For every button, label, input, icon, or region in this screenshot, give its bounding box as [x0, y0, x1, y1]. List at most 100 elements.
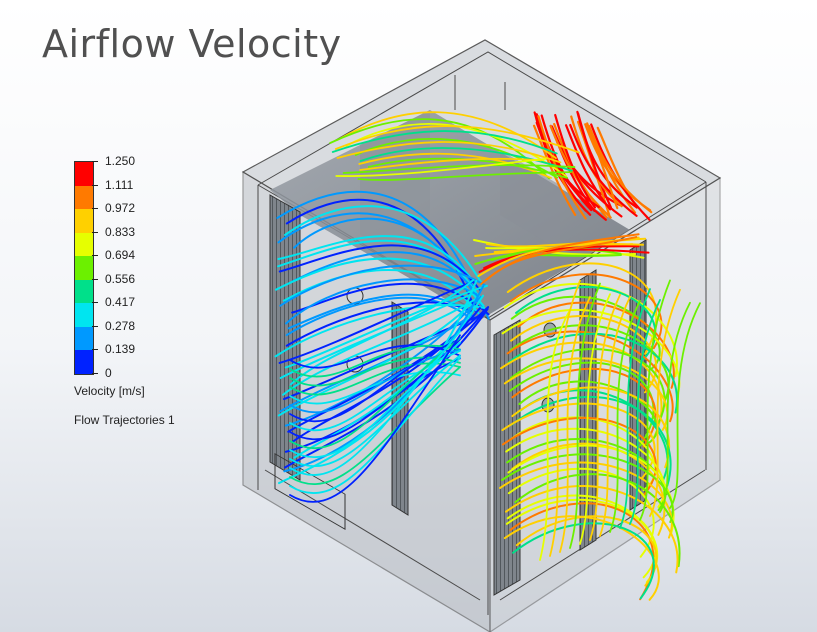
- legend-tick-label: 0.833: [105, 224, 136, 239]
- legend-tick-label: 0.972: [105, 201, 136, 216]
- flow-trajectory-line: [277, 235, 480, 291]
- flow-trajectory-line: [619, 288, 651, 529]
- flow-trajectory-line: [569, 282, 601, 549]
- flow-trajectory-line: [283, 205, 485, 288]
- flow-trajectory-line: [289, 279, 475, 386]
- legend-color-band: [75, 303, 93, 328]
- flow-trajectory-line: [586, 122, 619, 210]
- flow-trajectory-line: [564, 124, 612, 211]
- legend-tick-mark: [92, 161, 98, 162]
- flow-trajectory-line: [289, 348, 461, 414]
- legend-tick-label: 0.139: [105, 342, 136, 357]
- flow-trajectory-line: [576, 110, 638, 209]
- flow-trajectory-line: [501, 309, 681, 393]
- flow-trajectory-line: [289, 349, 461, 432]
- legend-color-band: [75, 256, 93, 281]
- flow-trajectory-line: [331, 130, 558, 155]
- flow-trajectory-line: [282, 295, 481, 396]
- legend-tick-label: 0.278: [105, 318, 136, 333]
- flow-trajectory-line: [357, 171, 572, 181]
- flow-trajectory-line: [503, 515, 660, 601]
- flow-trajectory-line: [289, 366, 461, 485]
- legend-tick-label: 0: [105, 366, 112, 380]
- flow-trajectory-line: [588, 125, 653, 214]
- flow-trajectory-line: [514, 473, 681, 568]
- flow-trajectory-line: [367, 157, 568, 179]
- legend-tick-mark: [92, 325, 98, 327]
- flow-trajectory-line: [506, 262, 658, 355]
- flow-trajectory-line: [277, 239, 479, 296]
- flow-trajectory-line: [289, 341, 461, 458]
- flow-trajectories: [274, 110, 701, 601]
- legend-tick-label: 0.417: [105, 295, 136, 310]
- flow-trajectory-line: [669, 302, 701, 509]
- flow-trajectory-line: [359, 157, 542, 171]
- flow-trajectory-line: [274, 304, 486, 358]
- flow-trajectory-line: [335, 158, 547, 177]
- legend-tick-label: 1.111: [105, 177, 134, 192]
- flow-trajectory-line: [629, 299, 661, 525]
- legend-tick-mark: [92, 208, 98, 210]
- flow-trajectory-line: [659, 301, 691, 513]
- legend-color-band: [75, 326, 93, 351]
- flow-trajectory-line: [336, 141, 562, 164]
- legend-tick-mark: [92, 373, 98, 374]
- legend-caption: Flow Trajectories 1: [74, 413, 175, 427]
- flow-trajectory-line: [539, 309, 571, 561]
- flow-trajectory-line: [549, 279, 581, 557]
- legend-tick-mark: [92, 302, 98, 304]
- legend-tick-mark: [92, 184, 98, 186]
- flow-trajectory-line: [285, 296, 473, 337]
- flow-trajectory-line: [276, 190, 480, 302]
- flow-trajectory-line: [589, 293, 621, 541]
- flow-trajectory-line: [289, 337, 461, 449]
- flow-trajectory-line: [342, 164, 576, 174]
- flow-trajectory-line: [517, 301, 675, 389]
- flow-trajectory-line: [282, 268, 480, 315]
- flow-trajectory-line: [289, 338, 461, 423]
- flow-trajectory-line: [559, 296, 591, 553]
- legend-tick-mark: [92, 349, 98, 351]
- flow-trajectory-line: [289, 344, 461, 378]
- flow-trajectory-line: [289, 251, 474, 290]
- flow-trajectory-line: [279, 264, 486, 307]
- legend-tick-label: 1.250: [105, 154, 136, 168]
- color-scale-bar: [74, 161, 94, 375]
- legend-color-band: [75, 279, 93, 304]
- legend-color-band: [75, 162, 93, 187]
- flow-trajectory-line: [511, 386, 671, 469]
- legend-tick-mark: [92, 231, 98, 233]
- flow-trajectory-line: [506, 438, 666, 511]
- legend-tick-label: 0.694: [105, 248, 136, 263]
- flow-trajectory-line: [278, 280, 475, 364]
- flow-trajectory-line: [289, 354, 461, 467]
- legend-tick-mark: [92, 255, 98, 257]
- flow-trajectory-line: [579, 293, 611, 545]
- flow-trajectory-line: [507, 332, 678, 414]
- flow-trajectory-line: [649, 288, 681, 517]
- flow-trajectory-line: [289, 357, 461, 441]
- flow-trajectory-line: [599, 296, 631, 537]
- page-title: Airflow Velocity: [42, 22, 342, 66]
- legend-tick-label: 0.556: [105, 271, 136, 286]
- flow-trajectory-line: [569, 123, 638, 217]
- legend-color-band: [75, 350, 93, 375]
- flow-trajectory-line: [289, 344, 461, 369]
- flow-trajectory-line: [639, 279, 671, 521]
- flow-trajectory-line: [334, 125, 580, 154]
- flow-trajectory-line: [278, 244, 481, 291]
- flow-trajectory-line: [480, 233, 640, 285]
- flow-trajectory-line: [274, 257, 485, 307]
- flow-trajectory-line: [289, 330, 461, 476]
- flow-trajectory-line: [289, 334, 461, 503]
- flow-trajectory-line: [329, 118, 550, 180]
- legend-unit-label: Velocity [m/s]: [74, 384, 145, 398]
- flow-trajectory-line: [506, 330, 674, 423]
- legend-color-band: [75, 185, 93, 210]
- legend-color-band: [75, 232, 93, 257]
- flow-trajectory-line: [285, 278, 478, 325]
- flow-trajectory-line: [284, 284, 488, 369]
- legend-color-band: [75, 209, 93, 234]
- flow-trajectory-line: [500, 341, 663, 439]
